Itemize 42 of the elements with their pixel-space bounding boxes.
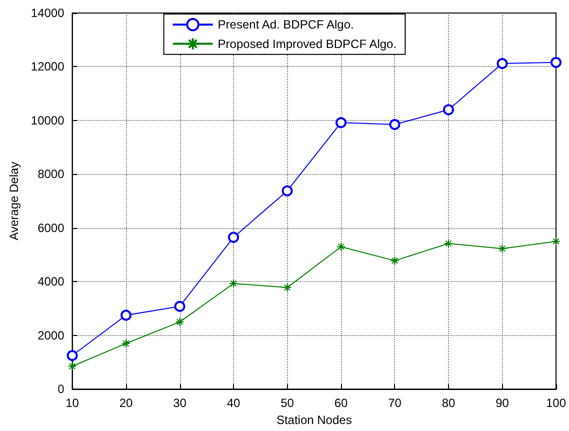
y-axis-title: Average Delay bbox=[7, 162, 21, 240]
point bbox=[443, 104, 454, 116]
legend-label: Present Ad. BDPCF Algo. bbox=[218, 18, 354, 32]
legend-label: Proposed Improved BDPCF Algo. bbox=[218, 36, 397, 51]
x-tick-label: 10 bbox=[66, 396, 80, 410]
y-tick-label: 2000 bbox=[38, 328, 65, 342]
point bbox=[390, 256, 400, 266]
x-tick-label: 100 bbox=[546, 396, 566, 410]
y-tick-label: 6000 bbox=[38, 220, 65, 235]
y-tick-label: 14000 bbox=[30, 6, 65, 20]
point bbox=[336, 117, 347, 128]
point bbox=[68, 362, 77, 371]
x-tick-label: 30 bbox=[173, 396, 187, 410]
x-tick-label: 90 bbox=[496, 396, 510, 410]
point bbox=[175, 317, 184, 326]
point bbox=[66, 350, 78, 362]
x-tick-label: 50 bbox=[280, 396, 294, 410]
point bbox=[282, 283, 292, 292]
y-tick-label: 8000 bbox=[38, 167, 65, 182]
x-axis-title: Station Nodes bbox=[276, 413, 352, 427]
point bbox=[496, 58, 508, 69]
y-tick-label: 10000 bbox=[30, 113, 65, 128]
point bbox=[120, 310, 132, 321]
y-tick-label: 12000 bbox=[30, 60, 65, 74]
point bbox=[498, 244, 507, 254]
x-tick-label: 40 bbox=[226, 396, 241, 410]
x-tick-label: 70 bbox=[388, 396, 402, 410]
point bbox=[174, 300, 186, 312]
y-tick-label: 4000 bbox=[38, 274, 65, 289]
point bbox=[444, 238, 453, 248]
point bbox=[550, 56, 562, 68]
point bbox=[229, 279, 238, 288]
x-tick-label: 80 bbox=[442, 396, 456, 410]
point bbox=[122, 338, 131, 348]
x-tick-label: 20 bbox=[119, 396, 134, 410]
point bbox=[336, 242, 346, 252]
x-tick-label: 60 bbox=[334, 396, 348, 410]
point bbox=[389, 118, 400, 130]
point bbox=[228, 232, 240, 243]
point bbox=[551, 236, 560, 246]
y-tick-label: 0 bbox=[58, 382, 65, 396]
point bbox=[282, 185, 293, 196]
